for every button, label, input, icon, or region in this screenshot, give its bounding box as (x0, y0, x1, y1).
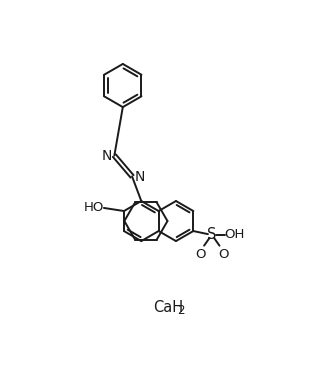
Text: O: O (195, 247, 206, 261)
Text: S: S (207, 227, 216, 243)
Text: HO: HO (84, 200, 104, 214)
Text: OH: OH (225, 229, 245, 241)
Text: N: N (101, 149, 112, 163)
Text: O: O (218, 247, 229, 261)
Text: N: N (135, 170, 145, 184)
Text: CaH: CaH (154, 300, 184, 315)
Text: 2: 2 (177, 304, 184, 317)
